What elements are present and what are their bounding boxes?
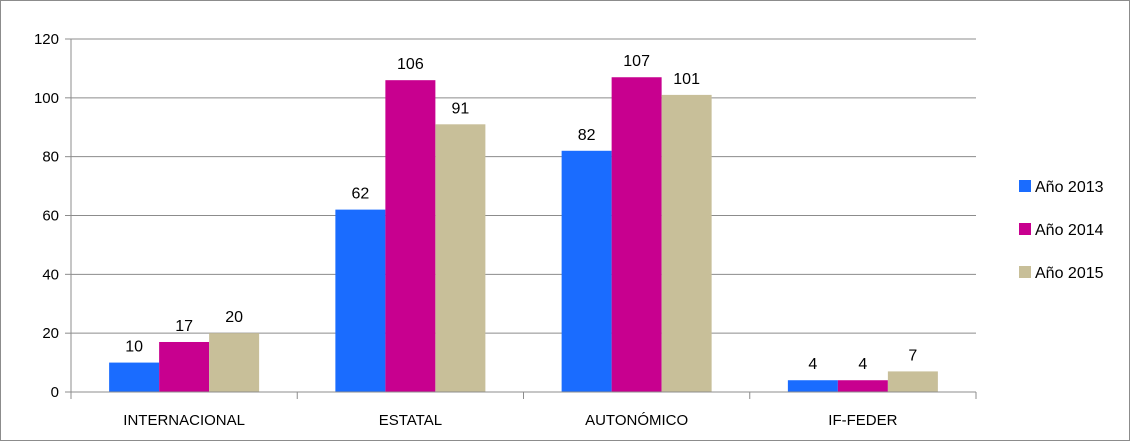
data-label: 17 xyxy=(175,318,193,335)
bar xyxy=(561,150,612,392)
data-labels: 10 17 20 62 106 91 82 107 101 4 4 7 xyxy=(125,53,917,373)
gridlines xyxy=(70,38,976,392)
bar xyxy=(209,333,260,392)
data-label: 10 xyxy=(125,339,143,356)
bar xyxy=(335,209,386,392)
data-label: 107 xyxy=(623,53,650,70)
y-tick-label: 100 xyxy=(34,90,59,107)
y-tick-label: 20 xyxy=(42,325,59,342)
legend: Año 2013 Año 2014 Año 2015 xyxy=(1019,179,1104,282)
y-tick-label: 40 xyxy=(42,266,59,283)
legend-label: Año 2014 xyxy=(1035,222,1104,239)
bar xyxy=(661,94,712,393)
legend-swatch xyxy=(1019,223,1031,235)
data-label: 4 xyxy=(858,356,867,373)
data-label: 91 xyxy=(451,100,469,117)
y-tick-label: 120 xyxy=(34,31,59,48)
bar xyxy=(159,341,210,392)
data-label: 4 xyxy=(808,356,817,373)
data-label: 7 xyxy=(908,347,917,364)
bar xyxy=(435,124,486,392)
data-label: 62 xyxy=(351,186,369,203)
y-axis-ticks: 0 20 40 60 80 100 120 xyxy=(34,31,71,401)
x-tick-label: INTERNACIONAL xyxy=(123,412,245,429)
data-label: 20 xyxy=(225,309,243,326)
bar xyxy=(837,380,888,392)
y-tick-label: 0 xyxy=(51,384,59,401)
x-tick-label: ESTATAL xyxy=(379,412,442,429)
bar xyxy=(109,362,160,392)
bar xyxy=(887,371,938,392)
x-tick-label: AUTONÓMICO xyxy=(585,412,688,429)
legend-swatch xyxy=(1019,266,1031,278)
x-axis: INTERNACIONAL ESTATAL AUTONÓMICO IF-FEDER xyxy=(70,391,977,429)
y-tick-label: 60 xyxy=(42,208,59,225)
data-label: 82 xyxy=(578,127,596,144)
data-label: 106 xyxy=(397,56,424,73)
bar xyxy=(787,380,838,392)
legend-label: Año 2015 xyxy=(1035,265,1104,282)
x-tick-label: IF-FEDER xyxy=(828,412,897,429)
legend-label: Año 2013 xyxy=(1035,179,1104,196)
data-label: 101 xyxy=(673,71,700,88)
bar xyxy=(385,80,436,392)
y-tick-label: 80 xyxy=(42,149,59,166)
bar xyxy=(611,77,662,392)
legend-swatch xyxy=(1019,180,1031,192)
bars xyxy=(109,77,938,393)
